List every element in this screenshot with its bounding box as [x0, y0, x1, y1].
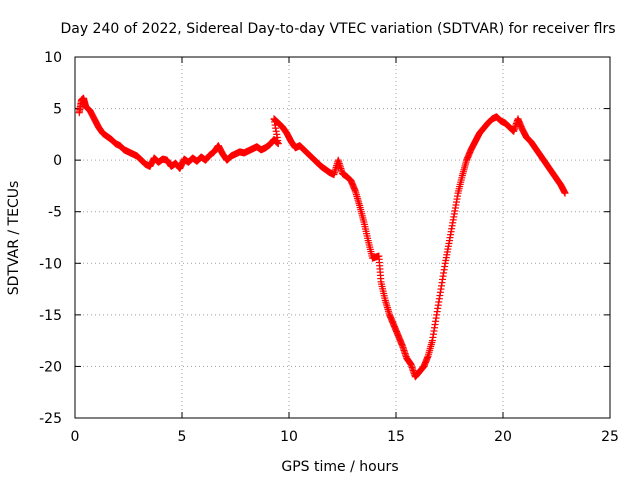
x-axis-label: GPS time / hours	[281, 459, 398, 475]
x-tick-label: 15	[387, 429, 405, 445]
y-tick-label: -10	[39, 256, 62, 272]
x-tick-label: 0	[71, 429, 80, 445]
plot-frame	[74, 56, 611, 419]
axis-ticks	[74, 56, 611, 419]
x-tick-label: 10	[280, 429, 298, 445]
grid	[75, 57, 610, 418]
chart-title: Day 240 of 2022, Sidereal Day-to-day VTE…	[60, 21, 615, 37]
data-points	[75, 94, 569, 381]
y-tick-label: -20	[39, 359, 62, 375]
y-tick-label: 10	[44, 50, 62, 66]
y-tick-label: -15	[39, 308, 62, 324]
x-tick-label: 25	[601, 429, 619, 445]
data-point	[561, 189, 569, 197]
y-axis-label: SDTVAR / TECUs	[6, 181, 22, 296]
x-tick-label: 20	[494, 429, 512, 445]
y-tick-label: -5	[48, 205, 62, 221]
y-tick-label: 0	[53, 153, 62, 169]
y-tick-label: -25	[39, 411, 62, 427]
x-tick-label: 5	[178, 429, 187, 445]
tick-labels: 0 5 10 15 20 25 -25 -20 -15 -10 -5 0 5 10	[39, 50, 619, 445]
y-tick-label: 5	[53, 102, 62, 118]
